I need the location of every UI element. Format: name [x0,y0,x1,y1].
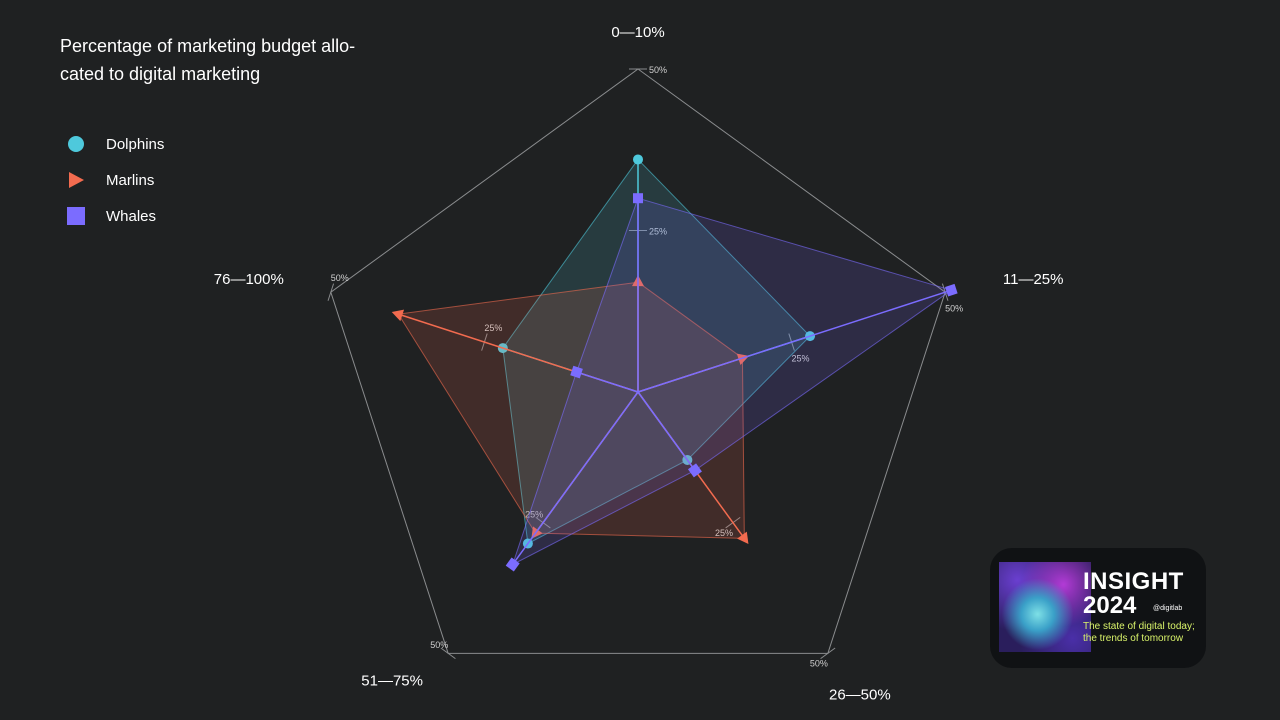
legend-label: Whales [106,207,157,225]
data-point-whales [505,557,520,572]
badge-handle: @digitlab [1153,605,1183,612]
tick-label: 25% [715,528,733,538]
square-icon [66,206,86,226]
tick-label: 50% [430,640,448,650]
axis-label: 51—75% [361,672,423,689]
legend: Dolphins Marlins Whales [66,126,164,234]
series-area-dolphins [502,158,811,545]
tick-label: 25% [525,509,543,519]
series-area-whales [511,197,953,566]
axis-tick [327,283,335,301]
axis-label: 26—50% [829,686,891,703]
data-point-whales [570,365,583,379]
triangle-icon [66,170,86,190]
axis-label: 76—100% [214,271,284,288]
tick-label: 25% [484,323,502,333]
series-area-marlins [397,281,745,539]
data-point-marlins [737,531,749,544]
tick-label: 25% [792,353,810,363]
series-spoke [576,371,639,393]
chart-title: Percentage of marketing budget allo- cat… [60,32,400,88]
data-point-dolphins [633,154,643,165]
legend-label: Dolphins [106,135,165,153]
brain-artwork [999,562,1091,652]
badge-tagline: The state of digital today; the trends o… [1083,621,1195,644]
badge-title: INSIGHT [1083,568,1184,595]
tick-label: 50% [810,659,828,669]
series-spoke [512,391,639,565]
legend-item-marlins[interactable]: Marlins [66,162,164,198]
circle-icon [66,134,86,154]
chart-title-text: Percentage of marketing budget allo- cat… [60,36,356,84]
series-spoke [637,289,952,393]
axis-tick [440,647,456,660]
legend-item-whales[interactable]: Whales [66,198,164,234]
radar-frame [330,68,946,654]
tick-label: 50% [945,303,963,313]
legend-label: Marlins [106,171,155,189]
data-point-whales [687,463,702,478]
axis-label: 11—25% [1003,271,1064,288]
tick-label: 50% [649,65,667,75]
data-point-whales [633,193,643,204]
tick-label: 50% [331,273,349,283]
axis-label: 0—10% [611,24,664,41]
insight-badge[interactable]: INSIGHT 2024 @digitlab The state of digi… [990,548,1206,668]
data-point-whales [945,283,958,297]
legend-item-dolphins[interactable]: Dolphins [66,126,164,162]
series-spoke [637,391,696,471]
data-point-marlins [391,309,405,322]
axis-tick [820,647,836,660]
badge-year: 2024 [1083,592,1137,619]
tick-label: 25% [649,227,667,237]
